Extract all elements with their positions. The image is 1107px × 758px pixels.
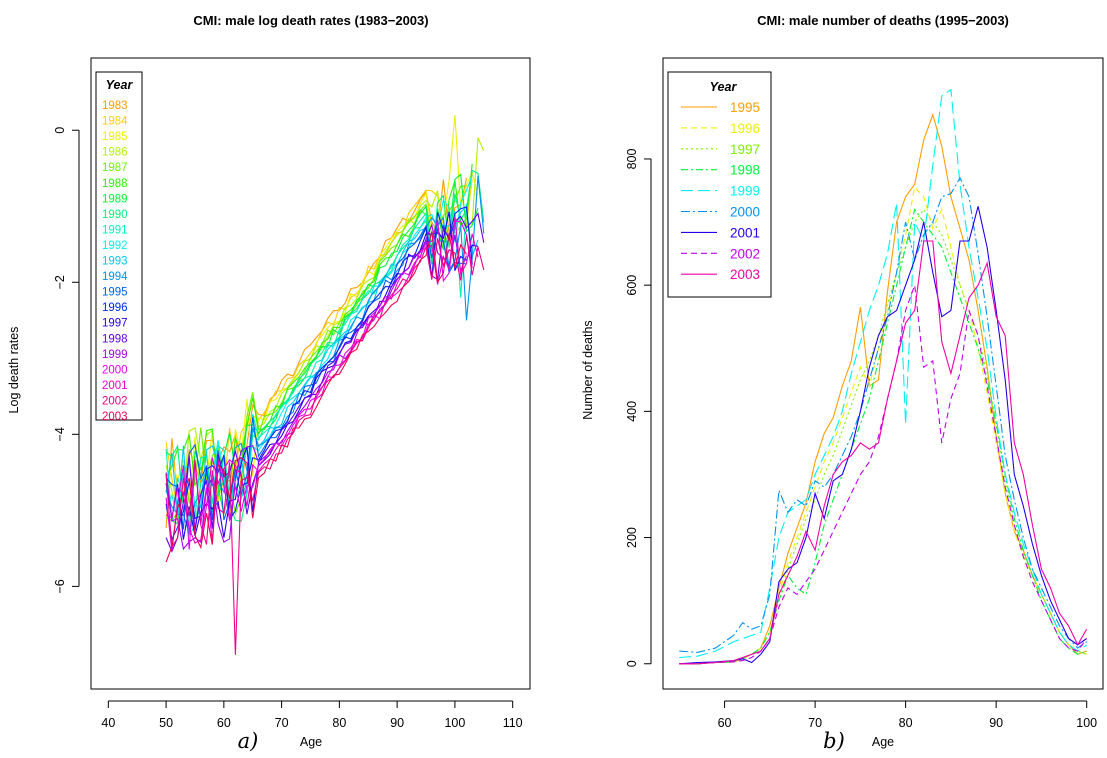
- chart-b-legend-item-2002: 2002: [730, 246, 760, 261]
- chart-a-series-group: [165, 114, 485, 655]
- chart-a-legend-item-2002: 2002: [102, 395, 128, 407]
- chart-a-series-line-1989: [165, 173, 479, 529]
- chart-b-legend: Year 1995 1996 1997 1998 1999 2000 2001 2002 200…: [667, 71, 772, 298]
- chart-b-x-tick-label: 80: [899, 716, 913, 730]
- chart-b-legend-item-1995: 1995: [730, 100, 760, 115]
- chart-b-legend-box: [667, 71, 772, 298]
- chart-a-legend-item-1998: 1998: [102, 333, 128, 345]
- chart-b-plot-frame: [662, 57, 1104, 690]
- chart-b-legend-title: Year: [710, 80, 738, 94]
- chart-b-series-line-1999: [679, 88, 1088, 659]
- chart-a-x-tick-label: 110: [503, 716, 523, 730]
- chart-b-series-line-2000: [679, 176, 1088, 653]
- chart-a-series-line-1998: [165, 212, 485, 553]
- chart-b-legend-item-1998: 1998: [730, 163, 760, 178]
- chart-a-y-tick-label: −4: [53, 427, 67, 441]
- chart-a-legend-item-1990: 1990: [102, 209, 128, 221]
- chart-a-x-tick-label: 70: [275, 716, 289, 730]
- chart-a-legend-item-2003: 2003: [102, 411, 128, 423]
- chart-a-legend: Year 1983 1984 1985 1986 1987 1988 1989 1990 199…: [95, 71, 143, 423]
- chart-a-legend-item-1996: 1996: [102, 302, 128, 314]
- chart-a-legend-title: Year: [106, 78, 134, 92]
- chart-a-series-line-1996: [165, 206, 473, 542]
- panel-b: CMI: male number of deaths (1995−2003) 6…: [581, 13, 1104, 753]
- chart-a-legend-item-1983: 1983: [102, 100, 128, 112]
- chart-a-legend-item-2000: 2000: [102, 364, 128, 376]
- chart-a-legend-box: [95, 71, 143, 421]
- chart-b-legend-item-2003: 2003: [730, 267, 760, 282]
- chart-a-legend-item-1985: 1985: [102, 131, 128, 143]
- chart-b-y-tick-label: 400: [625, 401, 639, 422]
- chart-a-x-axis-title: Age: [300, 735, 322, 749]
- chart-a-legend-item-1992: 1992: [102, 240, 128, 252]
- chart-a-caption: a): [238, 729, 259, 753]
- chart-b-legend-item-1999: 1999: [730, 184, 760, 199]
- chart-b-legend-items: 1995 1996 1997 1998 1999 2000 2001 2002 2003: [681, 100, 760, 282]
- chart-a-x-tick-label: 50: [159, 716, 173, 730]
- chart-b-series-group: [679, 88, 1088, 665]
- chart-a-legend-item-1999: 1999: [102, 349, 128, 361]
- chart-b-legend-item-2001: 2001: [730, 225, 760, 240]
- chart-b-series-line-2003: [679, 240, 1088, 665]
- chart-a-axes: 40 50 60 70 80 90 100 110 −6 −4 −2 0: [53, 127, 523, 730]
- chart-b-title: CMI: male number of deaths (1995−2003): [757, 13, 1009, 28]
- chart-a-legend-item-1987: 1987: [102, 162, 128, 174]
- chart-a-legend-item-1988: 1988: [102, 178, 128, 190]
- chart-a-legend-items: 1983 1984 1985 1986 1987 1988 1989 1990 1991 1992…: [102, 100, 128, 423]
- chart-b-series-line-2001: [679, 206, 1088, 665]
- chart-b-y-tick-label: 200: [625, 527, 639, 548]
- chart-b-y-tick-label: 600: [625, 275, 639, 296]
- chart-a-y-tick-label: −6: [53, 579, 67, 593]
- chart-a-y-axis-title: Log death rates: [7, 327, 21, 414]
- chart-a-legend-item-1986: 1986: [102, 147, 128, 159]
- chart-a-legend-item-1993: 1993: [102, 256, 128, 268]
- chart-b-legend-item-1996: 1996: [730, 121, 760, 136]
- chart-a-x-tick-label: 60: [217, 716, 231, 730]
- chart-a-x-tick-label: 80: [332, 716, 346, 730]
- chart-a-legend-item-2001: 2001: [102, 380, 128, 392]
- chart-a-x-tick-label: 90: [390, 716, 404, 730]
- chart-b-axes: 60 70 80 90 100 0 200 400 600 800: [625, 148, 1097, 730]
- chart-a-y-tick-label: −2: [53, 275, 67, 289]
- panel-a: CMI: male log death rates (1983−2003) 40…: [7, 13, 531, 753]
- chart-a-legend-item-1984: 1984: [102, 116, 128, 128]
- chart-b-caption: b): [823, 729, 845, 753]
- chart-a-x-tick-label: 100: [444, 716, 465, 730]
- chart-a-plot-frame: [90, 57, 531, 690]
- chart-b-x-tick-label: 70: [808, 716, 822, 730]
- chart-a-x-tick-label: 40: [101, 716, 115, 730]
- chart-b-legend-item-1997: 1997: [730, 142, 760, 157]
- chart-b-x-tick-label: 60: [718, 716, 732, 730]
- chart-a-series-line-1990: [165, 169, 485, 530]
- chart-a-series-line-2003: [165, 231, 467, 563]
- chart-a-legend-item-1991: 1991: [102, 224, 128, 236]
- chart-b-legend-item-2000: 2000: [730, 205, 760, 220]
- chart-b-y-axis-title: Number of deaths: [581, 320, 595, 419]
- chart-a-title: CMI: male log death rates (1983−2003): [193, 13, 428, 28]
- chart-a-series-line-2002: [165, 235, 485, 655]
- chart-b-x-tick-label: 90: [989, 716, 1003, 730]
- chart-a-series-line-1997: [165, 211, 479, 540]
- chart-a-y-tick-label: 0: [53, 127, 67, 134]
- chart-a-series-line-1999: [165, 223, 468, 551]
- chart-a-series-line-1991: [165, 203, 468, 534]
- chart-a-legend-item-1997: 1997: [102, 318, 128, 330]
- chart-b-x-axis-title: Age: [872, 735, 894, 749]
- chart-b-x-tick-label: 100: [1076, 716, 1097, 730]
- chart-a-legend-item-1989: 1989: [102, 193, 128, 205]
- chart-a-legend-item-1995: 1995: [102, 287, 128, 299]
- chart-b-y-tick-label: 800: [625, 148, 639, 169]
- chart-a-legend-item-1994: 1994: [102, 271, 128, 283]
- chart-b-y-tick-label: 0: [625, 660, 639, 667]
- chart-b-series-line-1998: [679, 208, 1087, 665]
